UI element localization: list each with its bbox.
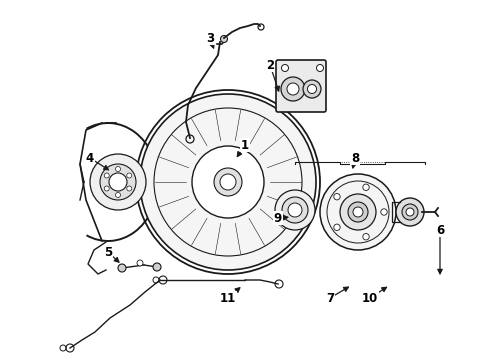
- Text: 9: 9: [274, 212, 282, 225]
- Circle shape: [206, 170, 214, 177]
- Circle shape: [90, 154, 146, 210]
- Circle shape: [104, 186, 109, 191]
- Circle shape: [275, 190, 315, 230]
- Circle shape: [206, 187, 214, 194]
- Circle shape: [220, 198, 227, 205]
- Circle shape: [100, 164, 136, 200]
- Text: 7: 7: [326, 292, 334, 305]
- Circle shape: [116, 193, 121, 198]
- Circle shape: [104, 173, 109, 178]
- FancyBboxPatch shape: [276, 60, 326, 112]
- Circle shape: [220, 159, 227, 166]
- Text: 6: 6: [436, 224, 444, 237]
- Text: 10: 10: [362, 292, 378, 305]
- Circle shape: [288, 203, 302, 217]
- Text: 2: 2: [266, 59, 274, 72]
- Circle shape: [334, 194, 340, 200]
- Circle shape: [308, 85, 317, 94]
- Circle shape: [320, 174, 396, 250]
- Circle shape: [237, 163, 244, 170]
- Circle shape: [214, 168, 242, 196]
- Circle shape: [220, 36, 227, 42]
- Circle shape: [396, 198, 424, 226]
- Circle shape: [317, 64, 323, 72]
- Circle shape: [363, 184, 369, 190]
- Circle shape: [118, 264, 126, 272]
- Circle shape: [281, 64, 289, 72]
- Circle shape: [127, 186, 132, 191]
- Circle shape: [140, 94, 316, 270]
- Circle shape: [334, 224, 340, 230]
- Circle shape: [220, 174, 236, 190]
- Text: 8: 8: [351, 152, 359, 165]
- Circle shape: [287, 83, 299, 95]
- Circle shape: [281, 77, 305, 101]
- Circle shape: [402, 204, 418, 220]
- Text: 11: 11: [220, 292, 236, 305]
- Circle shape: [381, 209, 387, 215]
- Text: 1: 1: [241, 139, 249, 152]
- Circle shape: [282, 197, 308, 223]
- Circle shape: [348, 202, 368, 222]
- Circle shape: [363, 234, 369, 240]
- Circle shape: [127, 173, 132, 178]
- Circle shape: [245, 179, 251, 185]
- Circle shape: [303, 80, 321, 98]
- Circle shape: [353, 207, 363, 217]
- Circle shape: [116, 166, 121, 171]
- Circle shape: [340, 194, 376, 230]
- Circle shape: [109, 173, 127, 191]
- Circle shape: [237, 194, 244, 201]
- Circle shape: [153, 263, 161, 271]
- Circle shape: [406, 208, 414, 216]
- Text: 4: 4: [86, 152, 94, 165]
- Circle shape: [192, 146, 264, 218]
- Circle shape: [137, 260, 143, 266]
- Text: 5: 5: [104, 246, 112, 258]
- Text: 3: 3: [206, 32, 214, 45]
